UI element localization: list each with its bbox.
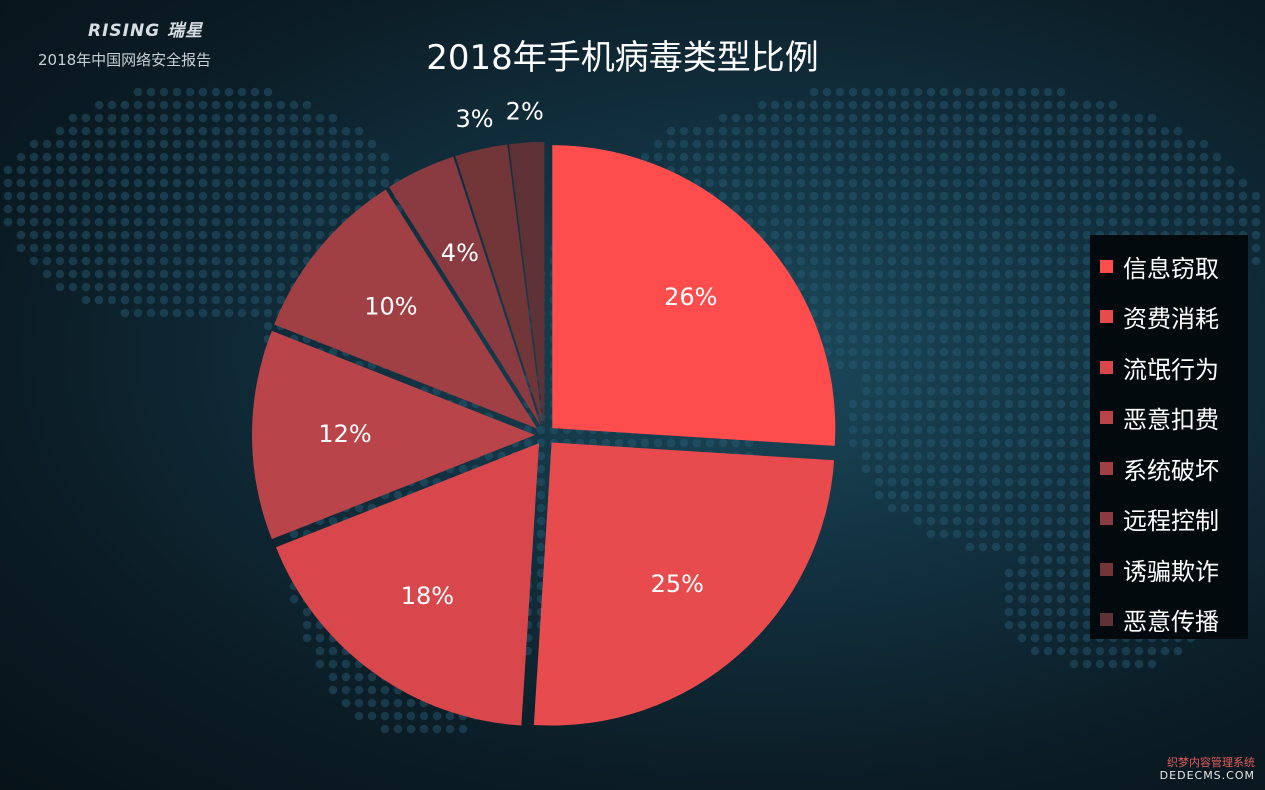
legend-item-8: 恶意传播 <box>1100 595 1248 646</box>
pie-label-1: 26% <box>664 283 717 311</box>
legend-label: 恶意传播 <box>1123 608 1219 637</box>
legend-label: 远程控制 <box>1123 507 1219 536</box>
report-subtitle: 2018年中国网络安全报告 <box>38 51 212 69</box>
legend-item-2: 资费消耗 <box>1100 292 1248 343</box>
pie-slice-3 <box>275 443 540 726</box>
legend-item-4: 恶意扣费 <box>1100 393 1248 444</box>
watermark-line-1: 织梦内容管理系统 <box>1167 756 1255 769</box>
legend-label: 诱骗欺诈 <box>1123 557 1219 586</box>
legend-swatch <box>1100 310 1113 324</box>
legend-swatch <box>1100 613 1113 627</box>
chart-title-text: 2018年手机病毒类型比例 <box>426 38 819 78</box>
legend-swatch <box>1100 411 1113 425</box>
legend-item-1: 信息窃取 <box>1100 241 1248 292</box>
legend-item-7: 诱骗欺诈 <box>1100 544 1248 595</box>
pie-slice-7 <box>455 144 543 426</box>
legend-item-5: 系统破坏 <box>1100 443 1248 494</box>
pie-slice-6 <box>389 156 541 426</box>
pie-label-3: 18% <box>401 582 454 610</box>
watermark: 织梦内容管理系统 DEDECMS.COM <box>1160 756 1255 782</box>
pie-slice-2 <box>533 442 835 726</box>
brand-logo: RISING 瑞星 <box>88 21 204 41</box>
legend-label: 信息窃取 <box>1123 254 1219 283</box>
pie-label-6: 4% <box>441 239 479 267</box>
watermark-line-2: DEDECMS.COM <box>1159 769 1255 782</box>
legend-swatch <box>1100 360 1113 374</box>
pie-slice-8 <box>508 142 545 426</box>
legend-label: 资费消耗 <box>1123 305 1219 334</box>
pie-slice-5 <box>274 189 538 429</box>
pie-slice-1 <box>552 145 836 446</box>
pie-label-8: 2% <box>506 98 544 126</box>
legend-item-6: 远程控制 <box>1100 494 1248 545</box>
legend-swatch <box>1100 259 1113 273</box>
legend-swatch <box>1100 461 1113 475</box>
pie-label-5: 10% <box>364 293 417 321</box>
legend-swatch <box>1100 512 1113 526</box>
pie-slice-4 <box>252 330 536 540</box>
legend-label: 流氓行为 <box>1123 355 1219 384</box>
pie-label-2: 25% <box>651 570 704 598</box>
legend-label: 恶意扣费 <box>1123 406 1219 435</box>
chart-title: 2018年手机病毒类型比例 <box>0 30 1265 79</box>
legend-item-3: 流氓行为 <box>1100 342 1248 393</box>
pie-label-4: 12% <box>318 420 371 448</box>
legend-swatch <box>1100 562 1113 576</box>
legend-label: 系统破坏 <box>1123 456 1219 485</box>
pie-label-7: 3% <box>456 105 494 133</box>
chart-legend: 信息窃取资费消耗流氓行为恶意扣费系统破坏远程控制诱骗欺诈恶意传播 <box>1090 235 1248 639</box>
